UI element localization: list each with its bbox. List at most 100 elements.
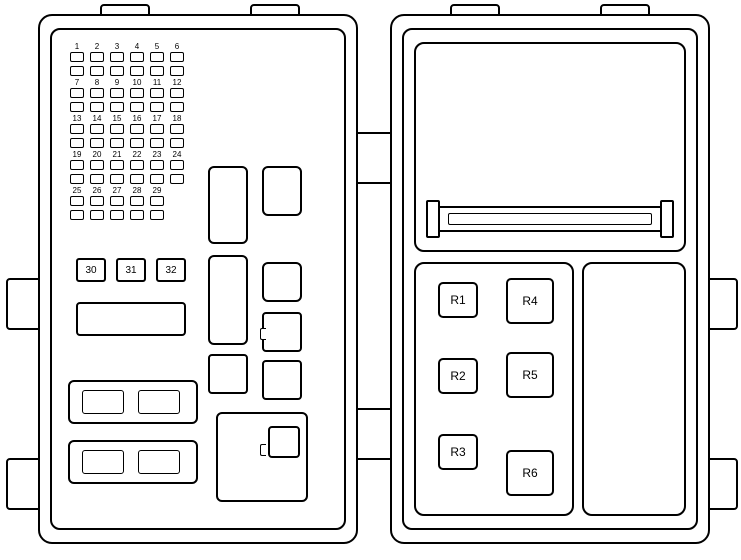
side-tab (356, 408, 392, 460)
mini-fuse (70, 174, 84, 184)
mini-fuse (70, 66, 84, 76)
notch (260, 328, 266, 340)
fuse-label: 5 (150, 42, 164, 51)
fuse-label: 24 (170, 150, 184, 159)
mini-fuse (170, 160, 184, 170)
mini-fuse (170, 102, 184, 112)
mini-fuse (130, 66, 144, 76)
fuse-label: 8 (90, 78, 104, 87)
fuse-label: 15 (110, 114, 124, 123)
mini-fuse (170, 66, 184, 76)
mini-fuse (130, 210, 144, 220)
fuse-label: 20 (90, 150, 104, 159)
side-tab (6, 278, 40, 330)
mini-fuse (70, 210, 84, 220)
component-block (76, 302, 186, 336)
relay-r5: R5 (506, 352, 554, 398)
fuse-label: 23 (150, 150, 164, 159)
relay-r6: R6 (506, 450, 554, 496)
connector-slot (448, 213, 652, 225)
fuse-label: 1 (70, 42, 84, 51)
mini-fuse (150, 102, 164, 112)
fuse-label: 22 (130, 150, 144, 159)
fuse-label: 3 (110, 42, 124, 51)
relay-r2: R2 (438, 358, 478, 394)
mini-fuse (130, 88, 144, 98)
mini-fuse (90, 66, 104, 76)
mini-fuse (170, 124, 184, 134)
mini-fuse (90, 102, 104, 112)
mini-fuse (170, 52, 184, 62)
mini-fuse (90, 196, 104, 206)
mini-fuse (90, 88, 104, 98)
mini-fuse (110, 102, 124, 112)
component-block (262, 312, 302, 352)
mini-fuse (90, 210, 104, 220)
mini-fuse (170, 174, 184, 184)
relay-r1: R1 (438, 282, 478, 318)
mini-fuse (90, 138, 104, 148)
mini-fuse (130, 52, 144, 62)
mini-fuse (110, 138, 124, 148)
fuse-label: 18 (170, 114, 184, 123)
mini-fuse (150, 196, 164, 206)
connector-end (660, 200, 674, 238)
fuse-label: 9 (110, 78, 124, 87)
mini-fuse (70, 88, 84, 98)
fuse-label: 28 (130, 186, 144, 195)
mini-fuse (70, 52, 84, 62)
mini-fuse (110, 174, 124, 184)
mini-fuse (130, 196, 144, 206)
component-block (208, 255, 248, 345)
big-panel (582, 262, 686, 516)
fuse-label: 4 (130, 42, 144, 51)
mini-fuse (170, 138, 184, 148)
mini-fuse (110, 66, 124, 76)
mini-fuse (110, 52, 124, 62)
fuse-label: 13 (70, 114, 84, 123)
mini-fuse (150, 66, 164, 76)
mini-fuse (130, 174, 144, 184)
fuse-label: 12 (170, 78, 184, 87)
connector-detail (138, 450, 180, 474)
mini-fuse (110, 160, 124, 170)
fuse-label: 26 (90, 186, 104, 195)
side-tab (708, 278, 738, 330)
notch (260, 444, 266, 456)
side-tab (356, 132, 392, 184)
mini-fuse (90, 124, 104, 134)
fuse-label: 29 (150, 186, 164, 195)
mini-fuse (150, 210, 164, 220)
mini-fuse (70, 160, 84, 170)
mini-fuse (130, 160, 144, 170)
fuse-31: 31 (116, 258, 146, 282)
relay-r4: R4 (506, 278, 554, 324)
component-block (262, 166, 302, 216)
relay-r3: R3 (438, 434, 478, 470)
mini-fuse (70, 102, 84, 112)
mini-fuse (150, 124, 164, 134)
fuse-label: 21 (110, 150, 124, 159)
fuse-label: 10 (130, 78, 144, 87)
mini-fuse (130, 138, 144, 148)
fuse-label: 25 (70, 186, 84, 195)
fuse-label: 6 (170, 42, 184, 51)
mini-fuse (110, 124, 124, 134)
fuse-label: 2 (90, 42, 104, 51)
mini-fuse (150, 160, 164, 170)
connector-detail (82, 450, 124, 474)
mini-fuse (70, 124, 84, 134)
mini-fuse (110, 88, 124, 98)
connector-detail (138, 390, 180, 414)
mini-fuse (130, 124, 144, 134)
connector-detail (82, 390, 124, 414)
side-tab (708, 458, 738, 510)
component-block (262, 360, 302, 400)
mini-fuse (110, 196, 124, 206)
mini-fuse (70, 138, 84, 148)
component-block (262, 262, 302, 302)
mini-fuse (90, 160, 104, 170)
mini-fuse (150, 174, 164, 184)
fuse-label: 27 (110, 186, 124, 195)
fuse-label: 7 (70, 78, 84, 87)
